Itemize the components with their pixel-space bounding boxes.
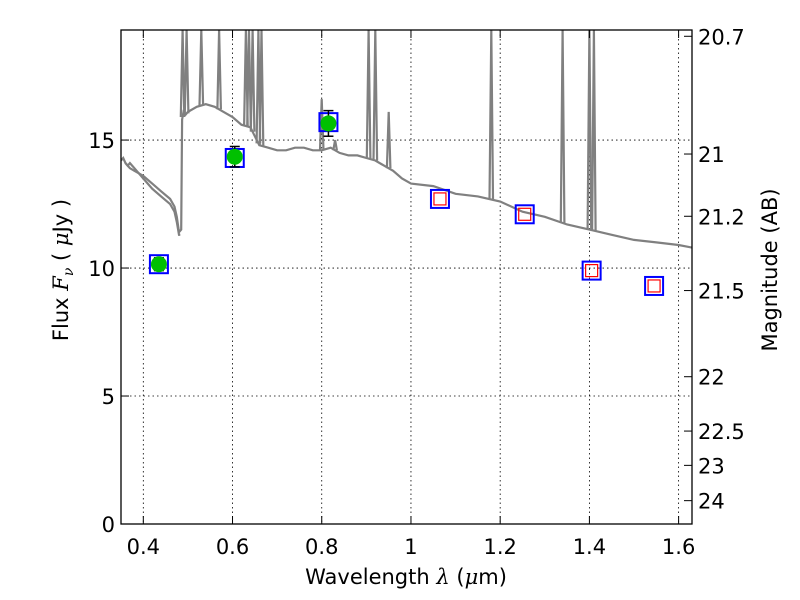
observed-point-0	[150, 256, 167, 273]
y2-axis-title: Magnitude (AB)	[758, 188, 782, 351]
y-tick-label-2: 10	[88, 257, 115, 281]
mag-tick-label-6: 23	[698, 454, 725, 478]
mag-tick-label-5: 22.5	[698, 420, 745, 444]
emission-line-9	[318, 99, 325, 151]
emission-line-8	[258, 30, 265, 146]
model-square-5	[581, 260, 602, 281]
emission-line-15	[559, 30, 566, 224]
emission-line-14	[488, 30, 495, 200]
x-tick-label-4: 1.2	[483, 535, 516, 559]
mag-tick-label-2: 21.2	[698, 205, 745, 229]
x-tick-label-2: 0.8	[305, 535, 338, 559]
model-square-4	[514, 204, 535, 225]
emission-line-3	[216, 30, 222, 110]
y-axis-title: Flux Fν ( μJy )	[49, 199, 77, 341]
emission-line-2	[198, 30, 205, 106]
x-tick-label-3: 1	[404, 535, 417, 559]
emission-line-11	[365, 30, 372, 159]
observed-point-2	[320, 115, 337, 132]
x-axis-ticks: 0.4 0.6 0.8 1 1.2 1.4 1.6	[127, 30, 695, 559]
magnitude-axis-ticks: 20.7 21 21.2 21.5 22 22.5 23 24	[684, 25, 745, 514]
upper-limit-square-2	[585, 264, 599, 278]
mag-tick-label-3: 21.5	[698, 280, 745, 304]
emission-line-0	[179, 30, 186, 118]
emission-line-12	[372, 30, 379, 161]
emission-line-16	[586, 30, 593, 230]
mag-tick-label-7: 24	[698, 490, 725, 514]
x-tick-label-5: 1.4	[573, 535, 606, 559]
observed-point-1	[226, 148, 243, 165]
markers-layer	[148, 109, 665, 296]
emission-line-13	[385, 111, 392, 169]
emission-line-10	[332, 139, 338, 151]
model-square-0	[148, 254, 169, 275]
x-axis-title: Wavelength λ (μm)	[305, 565, 507, 589]
x-tick-label-6: 1.6	[662, 535, 695, 559]
plot-frame	[120, 29, 693, 525]
y-tick-label-1: 5	[102, 385, 115, 409]
spectrum-layer	[121, 30, 692, 249]
model-square-3	[429, 188, 450, 209]
spectrum-line-1	[124, 162, 181, 236]
emission-line-17	[591, 30, 597, 231]
x-tick-label-0: 0.4	[127, 535, 160, 559]
y-tick-label-0: 0	[102, 513, 115, 537]
mag-tick-label-0: 20.7	[698, 25, 745, 49]
y-tick-label-3: 15	[88, 129, 115, 153]
x-tick-label-1: 0.6	[216, 535, 249, 559]
upper-limit-square-3	[647, 279, 661, 293]
mag-tick-label-4: 22	[698, 366, 725, 390]
emission-line-1	[183, 30, 190, 114]
y-axis-ticks: 0 5 10 15	[88, 129, 129, 537]
emission-line-5	[246, 30, 252, 127]
emission-line-6	[249, 30, 256, 132]
upper-limit-square-1	[518, 207, 532, 221]
upper-limit-square-0	[433, 192, 447, 206]
model-square-6	[644, 275, 665, 296]
spectrum-line-0	[121, 103, 692, 249]
mag-tick-label-1: 21	[698, 143, 725, 167]
